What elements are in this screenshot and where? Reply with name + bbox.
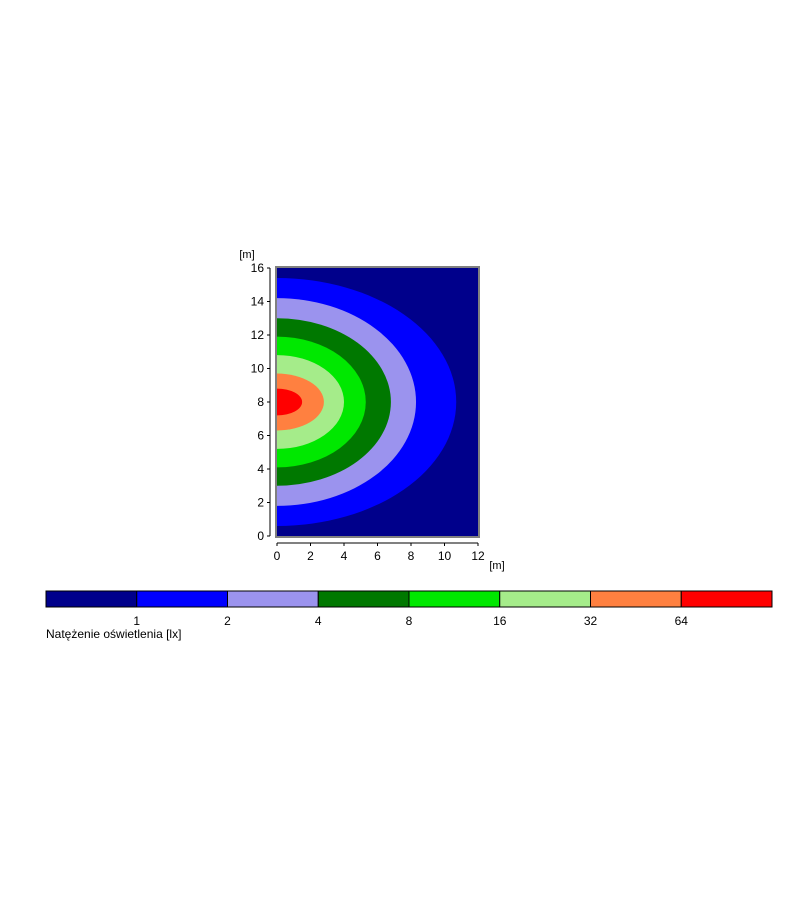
y-tick-label: 16 xyxy=(251,261,265,275)
x-tick-label: 8 xyxy=(408,549,415,563)
legend-swatch xyxy=(499,590,591,608)
y-tick-label: 8 xyxy=(257,395,264,409)
x-tick-label: 10 xyxy=(438,549,452,563)
y-tick-label: 10 xyxy=(251,362,265,376)
legend-swatch xyxy=(590,590,682,608)
legend-tick-label: 4 xyxy=(315,614,322,628)
legend-tick-label: 1 xyxy=(133,614,140,628)
y-tick-label: 6 xyxy=(257,429,264,443)
contour-band-64 xyxy=(277,388,303,416)
plot-frame xyxy=(275,266,480,538)
legend-swatch xyxy=(680,590,773,608)
plot-area xyxy=(277,268,478,536)
y-tick-label: 14 xyxy=(251,295,265,309)
x-tick-label: 12 xyxy=(471,549,485,563)
y-tick-label: 12 xyxy=(251,328,265,342)
legend-tick-label: 32 xyxy=(584,614,598,628)
x-tick-label: 6 xyxy=(374,549,381,563)
legend-swatch xyxy=(227,590,319,608)
x-axis-label: [m] xyxy=(489,560,504,572)
y-tick-label: 2 xyxy=(257,496,264,510)
legend-tick-label: 8 xyxy=(406,614,413,628)
y-axis-label: [m] xyxy=(239,249,254,261)
y-tick-label: 0 xyxy=(257,529,264,543)
legend-title: Natężenie oświetlenia [lx] xyxy=(46,627,181,641)
color-legend: 1 2 4 8 16 32 64 Natężenie oświetlenia [lx] xyxy=(45,590,773,641)
legend-tick-label: 2 xyxy=(224,614,231,628)
legend-swatch xyxy=(408,590,501,608)
y-tick-label: 4 xyxy=(257,462,264,476)
legend-tick-label: 16 xyxy=(493,614,507,628)
x-tick-label: 4 xyxy=(341,549,348,563)
legend-swatch xyxy=(136,590,228,608)
legend-tick-label: 64 xyxy=(675,614,689,628)
x-tick-label: 2 xyxy=(307,549,314,563)
legend-swatch xyxy=(317,590,410,608)
x-tick-label: 0 xyxy=(274,549,281,563)
legend-swatch xyxy=(45,590,138,608)
